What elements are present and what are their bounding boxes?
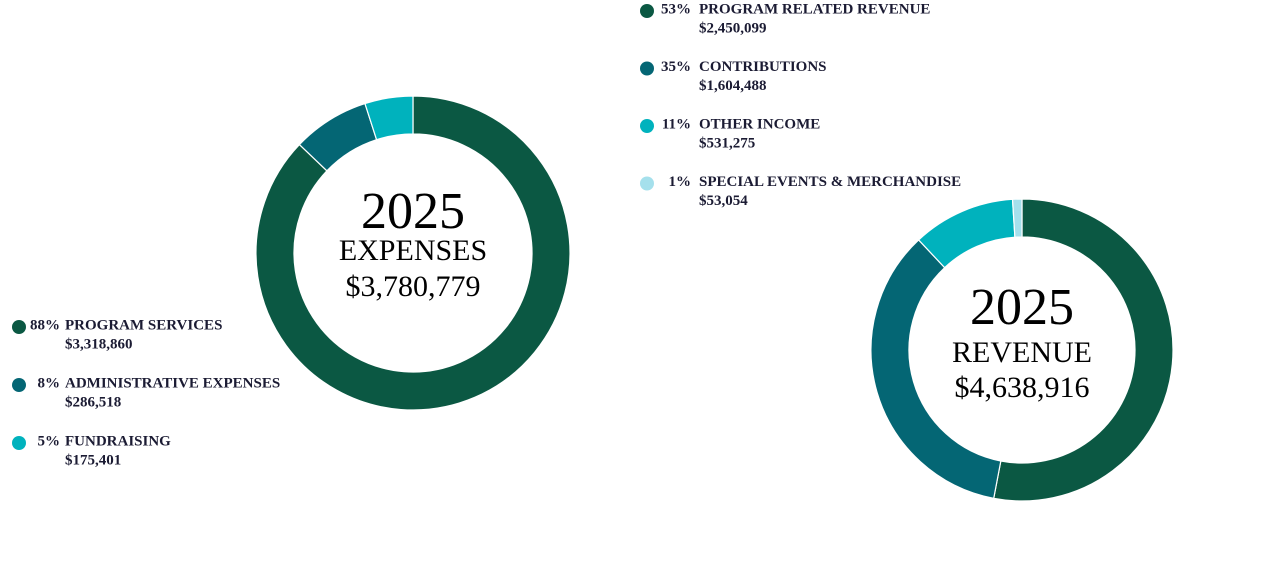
center-year: 2025: [970, 279, 1074, 336]
center-total: $3,780,779: [346, 270, 481, 303]
legend-name: OTHER INCOME: [699, 116, 820, 132]
legend-percent: 53%: [661, 1, 691, 17]
legend-percent: 1%: [669, 174, 692, 190]
center-year: 2025: [361, 183, 465, 240]
legend: 53% PROGRAM RELATED REVENUE $2,450,099 35% C…: [640, 1, 961, 209]
legend-marker: [12, 320, 26, 334]
legend-amount: $531,275: [699, 135, 755, 151]
legend-name: CONTRIBUTIONS: [699, 59, 827, 75]
donut-slice: [255, 95, 571, 411]
legend-marker: [640, 4, 654, 18]
legend-amount: $3,318,860: [65, 336, 133, 352]
legend-percent: 5%: [38, 433, 61, 449]
legend-amount: $53,054: [699, 193, 748, 209]
legend-percent: 11%: [662, 116, 691, 132]
legend-name: PROGRAM RELATED REVENUE: [699, 1, 930, 17]
donut-slice: [1011, 198, 1023, 238]
legend-amount: $2,450,099: [699, 20, 767, 36]
legend-amount: $286,518: [65, 394, 121, 410]
center-total: $4,638,916: [955, 371, 1090, 404]
legend-name: SPECIAL EVENTS & MERCHANDISE: [699, 174, 961, 190]
legend-marker: [12, 378, 26, 392]
donut-slice: [993, 198, 1174, 502]
donut-slice: [364, 95, 414, 141]
legend-amount: $1,604,488: [699, 78, 767, 94]
legend-percent: 88%: [30, 317, 60, 333]
legend-marker: [640, 61, 654, 76]
center-label: EXPENSES: [339, 234, 487, 267]
legend-name: FUNDRAISING: [65, 433, 171, 449]
center-label: REVENUE: [952, 336, 1092, 369]
legend-amount: $175,401: [65, 452, 121, 468]
legend-percent: 8%: [38, 375, 61, 391]
legend-percent: 35%: [661, 59, 691, 75]
legend-marker: [640, 176, 654, 191]
legend-name: PROGRAM SERVICES: [65, 317, 222, 333]
legend: 88% PROGRAM SERVICES $3,318,860 8% ADMINISTR…: [12, 317, 280, 468]
legend-marker: [640, 119, 654, 133]
legend-name: ADMINISTRATIVE EXPENSES: [65, 375, 280, 391]
legend-marker: [12, 436, 26, 450]
